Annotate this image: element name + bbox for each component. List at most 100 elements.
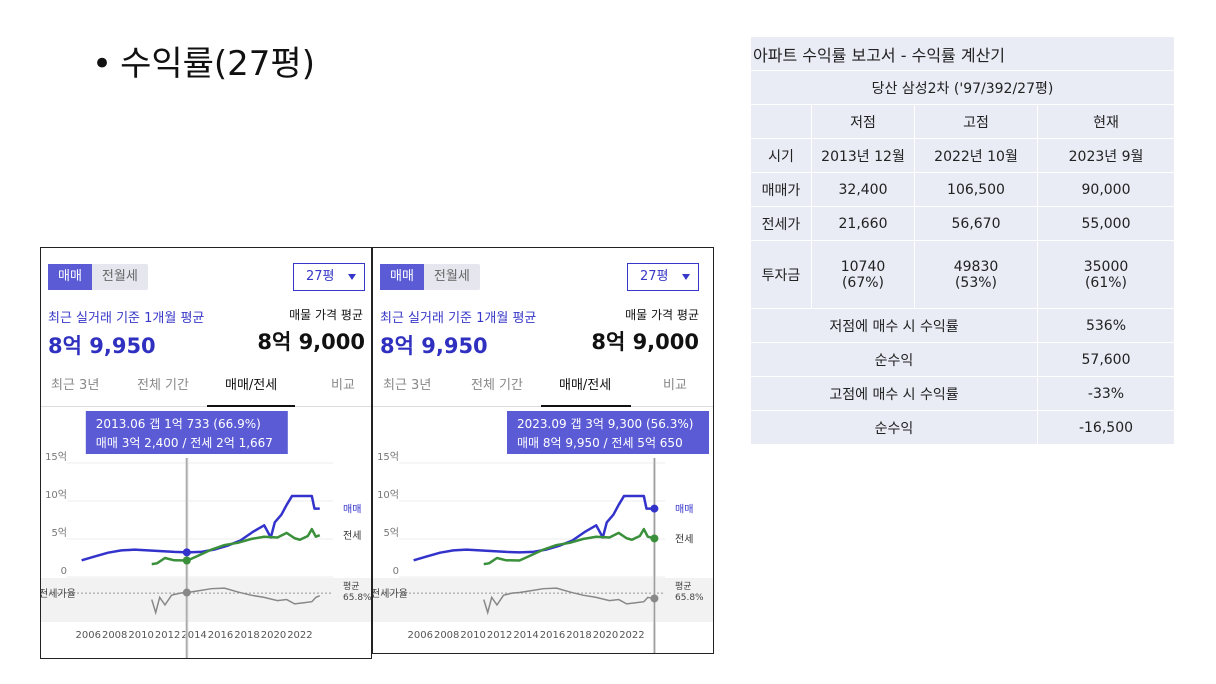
size-select[interactable]: 27평: [293, 263, 365, 291]
tab-compare[interactable]: 비교: [663, 378, 687, 393]
x-tick-label: 2006: [408, 630, 433, 641]
bullet: •: [92, 44, 113, 84]
table-cell: 35000 (61%): [1038, 241, 1174, 308]
table-cell: 21,660: [812, 207, 914, 240]
report-subtitle: 당산 삼성2차 ('97/392/27평): [751, 71, 1174, 104]
recent-average-label: 최근 실거래 기준 1개월 평균: [48, 311, 205, 326]
trade-type-toggle[interactable]: 매매 전월세: [48, 264, 148, 290]
table-row-investment: 투자금 10740 (67%) 49830 (53%) 35000 (61%): [751, 241, 1174, 308]
trade-marker-dot: [650, 504, 659, 513]
size-select-value: 27평: [640, 269, 669, 284]
header-cell-low: 저점: [812, 105, 914, 138]
jeonse-series-line: [151, 527, 321, 566]
y-tick-label: 15억: [377, 451, 399, 463]
tooltip-box: [507, 411, 709, 454]
recent-average-label: 최근 실거래 기준 1개월 평균: [380, 311, 537, 326]
tooltip-line-2: 매매 8억 9,950 / 전세 5억 650: [517, 436, 683, 450]
trade-toggle[interactable]: 매매: [48, 264, 92, 290]
chevron-down-icon: [682, 274, 690, 280]
active-tab-underline: [207, 405, 295, 407]
header-cell-high: 고점: [915, 105, 1037, 138]
x-tick-label: 2006: [76, 630, 101, 641]
x-tick-label: 2016: [208, 630, 233, 641]
tab-recent-3y[interactable]: 최근 3년: [51, 378, 100, 393]
tab-trade-jeonse[interactable]: 매매/전세: [559, 378, 612, 393]
slide-title: • 수익률(27평): [92, 36, 315, 85]
y-tick-label: 10억: [45, 489, 67, 501]
ratio-series-line: [151, 587, 321, 616]
tab-all-period[interactable]: 전체 기간: [471, 378, 523, 393]
x-tick-label: 2014: [181, 630, 206, 641]
legend-average-value: 65.8%: [343, 593, 372, 603]
summary-value: 536%: [1038, 309, 1174, 342]
header-cell-empty: [751, 105, 811, 138]
y-tick-label: 5억: [51, 527, 67, 539]
ratio-series-line: [483, 587, 655, 616]
rent-toggle[interactable]: 전월세: [433, 269, 470, 284]
chevron-down-icon: [348, 274, 356, 280]
trade-type-toggle[interactable]: 매매 전월세: [380, 264, 480, 290]
table-cell: 49830 (53%): [915, 241, 1037, 308]
y-tick-label: 0: [61, 566, 67, 577]
recent-average-value: 8억 9,950: [48, 334, 156, 358]
legend-jeonse: 전세: [675, 533, 693, 545]
tab-recent-3y[interactable]: 최근 3년: [383, 378, 432, 393]
invest-ratio: (67%): [841, 274, 885, 291]
tab-trade-jeonse[interactable]: 매매/전세: [225, 378, 278, 393]
ratio-marker-dot: [182, 588, 191, 597]
legend-trade: 매매: [675, 504, 693, 516]
summary-label: 저점에 매수 시 수익률: [751, 309, 1037, 342]
asking-price-value: 8억 9,000: [591, 330, 699, 354]
summary-row: 순수익 57,600: [751, 343, 1174, 376]
tab-compare[interactable]: 비교: [331, 378, 355, 393]
table-cell: 90,000: [1038, 173, 1174, 206]
invest-amount: 35000: [1083, 258, 1129, 275]
table-row: 매매가 32,400 106,500 90,000: [751, 173, 1174, 206]
report-title: 아파트 수익률 보고서 - 수익률 계산기: [751, 37, 1174, 70]
tooltip-line-1: 2013.06 갭 1억 733 (66.9%): [96, 417, 261, 431]
jeonse-marker-dot: [650, 534, 659, 543]
size-select-value: 27평: [306, 269, 335, 284]
x-tick-label: 2010: [128, 630, 153, 641]
table-cell: 2022년 10월: [915, 139, 1037, 172]
ratio-band: [41, 578, 371, 622]
x-tick-label: 2018: [566, 630, 591, 641]
legend-trade: 매매: [343, 504, 361, 516]
recent-average-value: 8억 9,950: [380, 334, 488, 358]
x-tick-label: 2014: [513, 630, 538, 641]
chart-panel-current: 매매 전월세 27평 최근 실거래 기준 1개월 평균 8억 9,950 매물 …: [372, 247, 714, 654]
y-tick-label: 10억: [377, 489, 399, 501]
period-tabs: 최근 3년 전체 기간 매매/전세 비교: [373, 370, 713, 407]
header-cell-current: 현재: [1038, 105, 1174, 138]
summary-label: 고점에 매수 시 수익률: [751, 377, 1037, 410]
table-cell: 56,670: [915, 207, 1037, 240]
chart-panel-low: 매매 전월세 27평 최근 실거래 기준 1개월 평균 8억 9,950 매물 …: [40, 247, 372, 659]
legend-average: 평균: [675, 581, 692, 592]
asking-price-value: 8억 9,000: [257, 330, 365, 354]
rent-toggle[interactable]: 전월세: [101, 269, 138, 284]
table-cell: 10740 (67%): [812, 241, 914, 308]
trade-series-line: [413, 494, 655, 562]
x-tick-label: 2008: [434, 630, 459, 641]
asking-price-label: 매물 가격 평균: [625, 308, 699, 322]
tooltip-line-1: 2023.09 갭 3억 9,300 (56.3%): [517, 417, 693, 431]
header-row: 저점 고점 현재: [751, 105, 1174, 138]
tooltip-box: [85, 411, 288, 454]
summary-value: 57,600: [1038, 343, 1174, 376]
x-tick-label: 2016: [540, 630, 565, 641]
size-select[interactable]: 27평: [627, 263, 699, 291]
summary-label: 순수익: [751, 411, 1037, 444]
y-tick-label: 5억: [383, 527, 399, 539]
trade-toggle[interactable]: 매매: [380, 264, 424, 290]
table-row: 전세가 21,660 56,670 55,000: [751, 207, 1174, 240]
invest-amount: 10740: [840, 258, 886, 275]
tab-all-period[interactable]: 전체 기간: [137, 378, 189, 393]
ratio-band: [373, 578, 713, 622]
x-tick-label: 2018: [234, 630, 259, 641]
table-cell: 2013년 12월: [812, 139, 914, 172]
summary-value: -16,500: [1038, 411, 1174, 444]
jeonse-series-line: [483, 527, 655, 566]
invest-ratio: (61%): [1084, 274, 1128, 291]
